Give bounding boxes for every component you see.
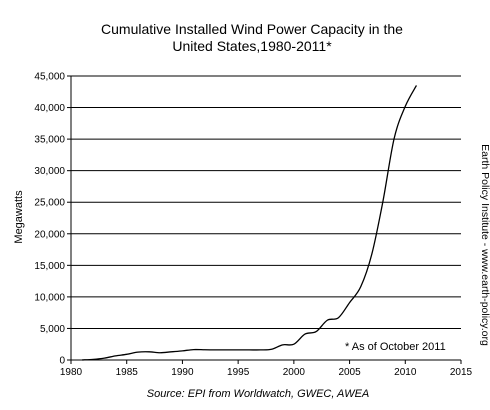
y-tick-label: 30,000 — [34, 166, 65, 177]
y-tick-label: 5,000 — [40, 324, 65, 335]
y-tick-label: 20,000 — [34, 229, 65, 240]
y-axis-tick-labels: 0 5,000 10,000 15,000 20,000 25,000 30,000 35,0… — [34, 72, 65, 367]
x-tick-label: 2005 — [338, 367, 361, 378]
y-tick-label: 25,000 — [34, 198, 65, 209]
y-tick-label: 15,000 — [34, 261, 65, 272]
annotation-note: * As of October 2011 — [345, 341, 446, 353]
series-points — [81, 84, 418, 361]
x-tick-label: 2010 — [394, 367, 417, 378]
x-axis-tick-labels: 1980 1985 1990 1995 2000 2005 2010 2015 — [60, 367, 473, 378]
y-tick-label: 40,000 — [34, 103, 65, 114]
x-tick-label: 1995 — [227, 367, 250, 378]
series-line — [82, 85, 418, 361]
y-tick-label: 35,000 — [34, 135, 65, 146]
y-tick-label: 10,000 — [34, 292, 65, 303]
source-note: Source: EPI from Worldwatch, GWEC, AWEA — [147, 388, 370, 400]
y-tick-label: 0 — [59, 356, 65, 367]
gridlines — [67, 75, 462, 364]
y-tick-label: 45,000 — [34, 72, 65, 83]
y-axis-label: Megawatts — [13, 190, 25, 244]
x-tick-label: 2015 — [450, 367, 473, 378]
x-tick-label: 1980 — [60, 367, 83, 378]
x-tick-label: 1990 — [171, 367, 194, 378]
x-tick-label: 2000 — [283, 367, 306, 378]
chart-title-line-2: United States,1980-2011* — [172, 38, 332, 54]
x-tick-label: 1985 — [116, 367, 139, 378]
chart-title-line-1: Cumulative Installed Wind Power Capacity… — [101, 21, 403, 37]
side-credit: Earth Policy Institute - www.earth-polic… — [479, 144, 490, 346]
